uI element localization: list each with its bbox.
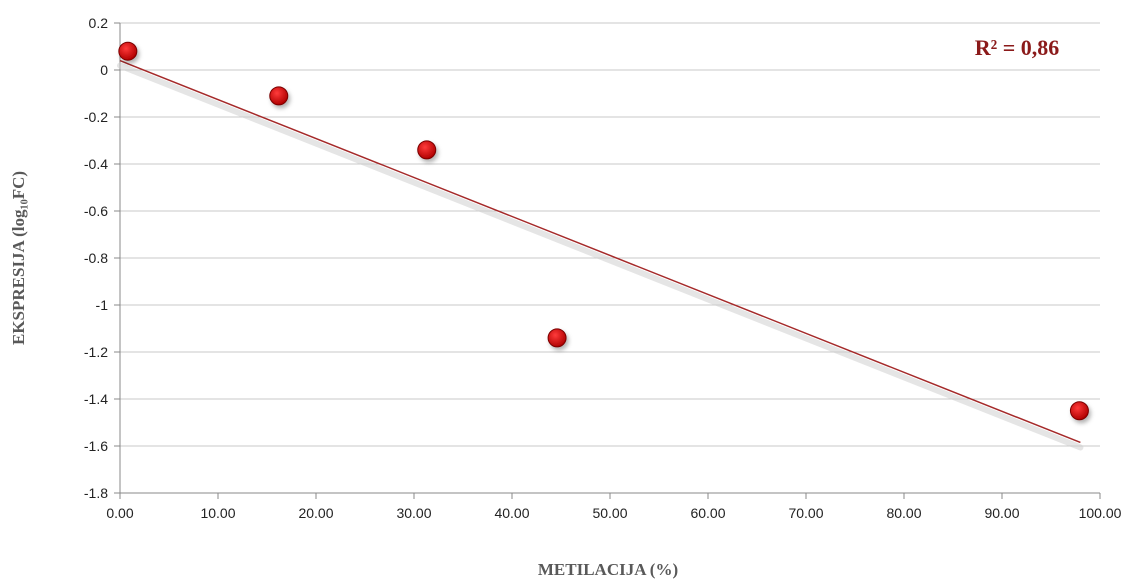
data-point [269,86,289,106]
y-tick-label: -1.6 [84,438,108,454]
x-tick-label: 80.00 [886,505,921,521]
x-tick-label: 30.00 [396,505,431,521]
data-point [547,328,567,348]
trendline-group [117,59,1084,451]
y-tick-label: -1.8 [84,485,108,501]
y-tick-label: -1 [96,297,109,313]
x-tick-label: 20.00 [298,505,333,521]
r-squared-annotation: R² = 0,86 [975,35,1060,60]
data-point [417,140,437,160]
x-tick-label: 0.00 [106,505,133,521]
axes [114,22,1101,499]
x-tick-label: 90.00 [984,505,1019,521]
tick-labels: 0.2 0 -0.2 -0.4 -0.6 -0.8 -1 -1.2 -1.4 -1.6 -1.8 0.… [84,15,1122,521]
x-axis-title: METILACIJA (%) [538,560,678,579]
y-tick-label: 0.2 [89,15,109,31]
y-tick-label: 0 [100,62,108,78]
trendline [119,59,1081,444]
y-tick-label: -0.4 [84,156,108,172]
x-tick-label: 40.00 [494,505,529,521]
y-tick-label: -0.2 [84,109,108,125]
data-point [118,41,138,61]
y-tick-label: -1.2 [84,344,108,360]
trendline-shadow [117,62,1084,451]
x-tick-label: 50.00 [592,505,627,521]
x-tick-label: 70.00 [788,505,823,521]
points-group [118,41,1089,421]
y-tick-label: -0.8 [84,250,108,266]
x-tick-label: 100.00 [1079,505,1122,521]
y-tick-label: -0.6 [84,203,108,219]
data-point [1069,401,1089,421]
x-tick-label: 10.00 [200,505,235,521]
y-tick-label: -1.4 [84,391,108,407]
x-tick-label: 60.00 [690,505,725,521]
y-axis-title: EKSPRESIJA (log₁₀FC) [9,171,28,345]
